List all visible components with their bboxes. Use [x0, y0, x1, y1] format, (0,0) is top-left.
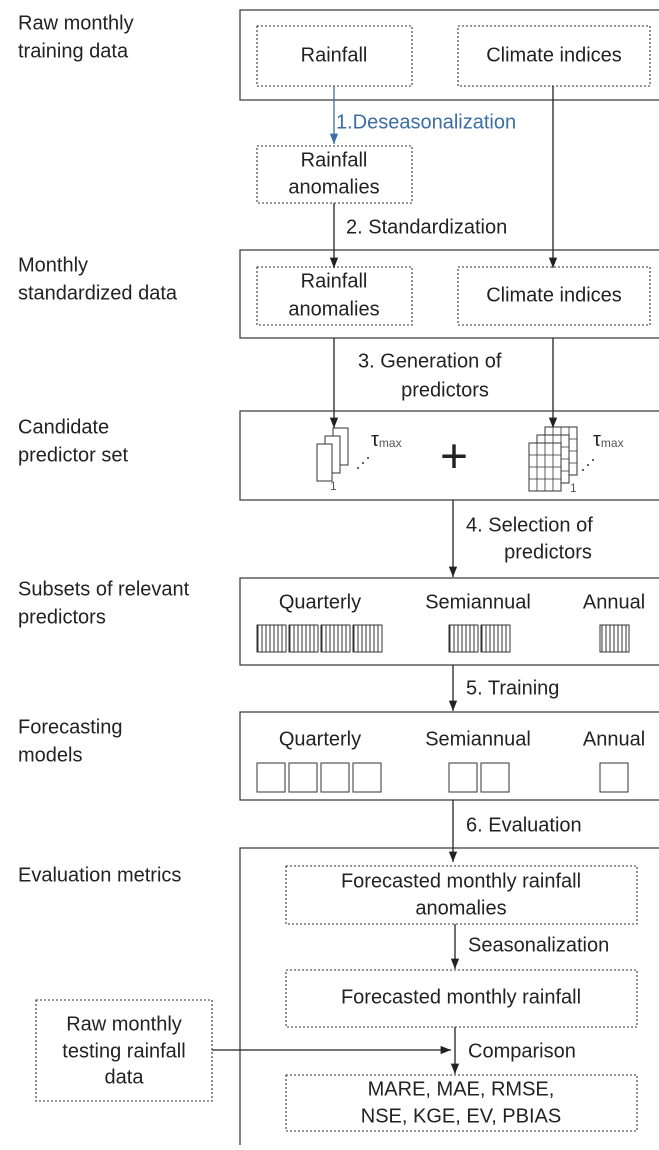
step-label: 6. Evaluation [466, 814, 582, 836]
section-box [239, 577, 659, 666]
box-text: Rainfall [301, 270, 368, 292]
lag-start: 1 [570, 481, 577, 495]
box-text: Climate indices [486, 284, 622, 306]
icon-part [256, 624, 287, 653]
box-text: Forecasted monthly rainfall [341, 986, 581, 1008]
icon-part [288, 624, 319, 653]
icon-part [480, 762, 510, 793]
step-label: 2. Standardization [346, 216, 507, 238]
data-box [457, 266, 651, 326]
icon-part [320, 624, 351, 653]
group-label: Annual [583, 591, 645, 613]
tau-symbol: τ [593, 429, 601, 451]
box-text: Forecasted monthly rainfall [341, 870, 581, 892]
section-label: models [18, 744, 82, 766]
tau-subscript: max [601, 436, 624, 450]
icon-part [599, 762, 629, 793]
step-label: Seasonalization [468, 934, 609, 956]
group-label: Semiannual [425, 728, 531, 750]
models [256, 762, 629, 793]
icon-part [587, 464, 589, 466]
lag-start: 1 [330, 479, 337, 493]
section-label: training data [18, 40, 129, 62]
section-label: predictor set [18, 444, 128, 466]
tau: τmax [371, 429, 402, 451]
tau-subscript: max [379, 436, 402, 450]
group-label: Quarterly [279, 728, 361, 750]
icon-part [256, 762, 286, 793]
box-text: Rainfall [301, 44, 368, 66]
box-text: anomalies [415, 897, 506, 919]
operator: + [440, 431, 468, 484]
rainfall-lag-icon [316, 427, 369, 482]
icon-part [592, 459, 594, 461]
group-label: Semiannual [425, 591, 531, 613]
icon-part [582, 469, 584, 471]
data-box [285, 865, 638, 925]
step-label: 5. Training [466, 677, 559, 699]
section-label: Raw monthly [18, 12, 134, 34]
group-label: Quarterly [279, 591, 361, 613]
icon-part [480, 624, 511, 653]
data-box [256, 266, 413, 326]
tau-symbol: τ [371, 429, 379, 451]
data-box [285, 1074, 638, 1132]
section-box [239, 711, 659, 801]
step-label: predictors [401, 379, 489, 401]
icon-part [352, 624, 383, 653]
box-text: Raw monthly [66, 1013, 182, 1035]
box-text: Rainfall [301, 149, 368, 171]
section-label: Forecasting [18, 716, 123, 738]
box-text: anomalies [288, 298, 379, 320]
climate-lag-icon [528, 426, 594, 492]
section-label: Evaluation metrics [18, 864, 181, 886]
box-text: Climate indices [486, 44, 622, 66]
group-label: Annual [583, 728, 645, 750]
step-label: 3. Generation of [358, 350, 502, 372]
section-label: Monthly [18, 254, 88, 276]
section-box [239, 9, 659, 101]
section-label: standardized data [18, 282, 178, 304]
data-box [457, 25, 651, 87]
step-label: predictors [504, 541, 592, 563]
section-labels: Raw monthly training data Monthly standa… [18, 12, 190, 886]
icon-part [448, 624, 479, 653]
tau: τmax [593, 429, 624, 451]
icon-part [288, 762, 318, 793]
section-box [239, 410, 659, 501]
section-box [239, 847, 659, 1150]
icon-part [448, 762, 478, 793]
icon-part [320, 762, 350, 793]
step-label: 1.Deseasonalization [336, 111, 516, 133]
section-box [239, 249, 659, 339]
step-label: Comparison [468, 1040, 576, 1062]
box-text: data [105, 1066, 145, 1088]
predictor-subsets [256, 624, 630, 653]
box-text: MARE, MAE, RMSE, [368, 1078, 555, 1100]
icon-part [352, 762, 382, 793]
section-label: predictors [18, 606, 106, 628]
icon-part [599, 624, 630, 653]
box-text: testing rainfall [62, 1040, 185, 1062]
box-text: anomalies [288, 176, 379, 198]
step-label: 4. Selection of [466, 514, 593, 536]
section-label: Candidate [18, 416, 109, 438]
box-text: NSE, KGE, EV, PBIAS [361, 1105, 561, 1127]
data-box [35, 999, 213, 1102]
section-label: Subsets of relevant [18, 578, 190, 600]
